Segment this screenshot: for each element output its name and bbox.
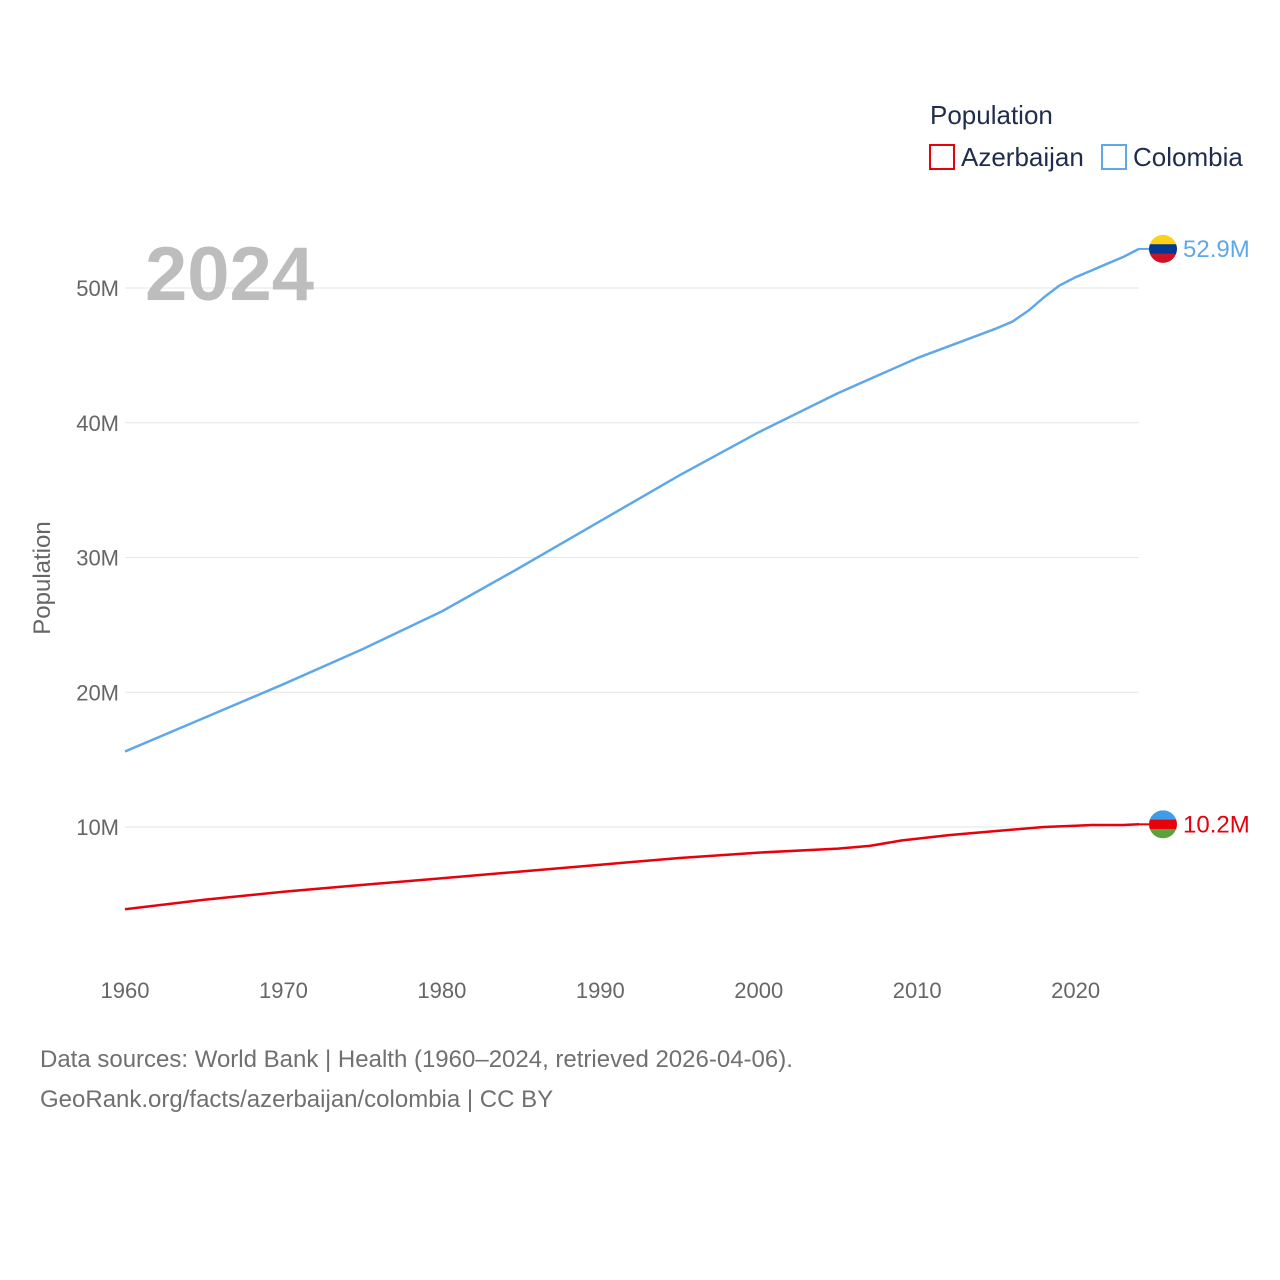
x-tick-label: 2000 [734,978,783,1003]
line-chart: 10M 20M 30M 40M 50M 1960 1970 1980 1990 2000 2010 2… [29,100,1250,1003]
series-line-azerbaijan [124,823,1140,911]
x-tick-label: 1990 [576,978,625,1003]
legend-label-colombia: Colombia [1133,142,1243,172]
flag-marker-colombia [1149,234,1177,263]
legend-swatch-azerbaijan [929,144,955,170]
x-tick-label: 1980 [417,978,466,1003]
x-tick-label: 1970 [259,978,308,1003]
legend-label-azerbaijan: Azerbaijan [961,142,1084,172]
x-tick-label: 2020 [1051,978,1100,1003]
data-sources-note: Data sources: World Bank | Health (1960–… [40,1046,793,1073]
y-tick-label: 40M [76,411,119,436]
end-value-label-azerbaijan: 10.2M [1183,811,1250,838]
flag-marker-azerbaijan [1149,810,1177,839]
year-label: 2024 [145,232,314,317]
x-tick-label: 2010 [893,978,942,1003]
y-axis-title: Population [29,521,56,634]
y-tick-label: 30M [76,546,119,571]
y-tick-label: 50M [76,276,119,301]
x-tick-label: 1960 [101,978,150,1003]
series-line-colombia [124,247,1140,753]
legend-title: Population [930,100,1053,130]
y-tick-label: 10M [76,815,119,840]
legend-swatch-colombia [1101,144,1127,170]
y-tick-label: 20M [76,680,119,705]
chart-footer: Data sources: World Bank | Health (1960–… [40,1040,793,1120]
license-note: GeoRank.org/facts/azerbaijan/colombia | … [40,1086,554,1113]
end-value-label-colombia: 52.9M [1183,236,1250,263]
